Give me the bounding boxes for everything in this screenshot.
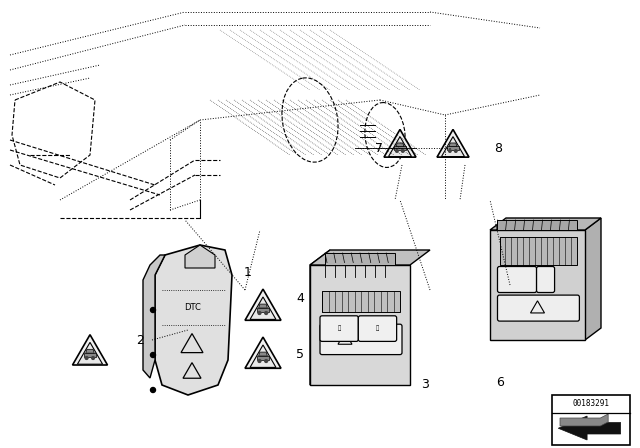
Polygon shape xyxy=(245,337,281,368)
Bar xyxy=(325,253,395,265)
Polygon shape xyxy=(490,218,601,230)
Text: 3: 3 xyxy=(421,379,429,392)
Circle shape xyxy=(258,311,261,314)
Circle shape xyxy=(396,150,398,152)
Circle shape xyxy=(449,150,451,152)
FancyBboxPatch shape xyxy=(536,267,555,293)
Circle shape xyxy=(265,360,268,362)
Polygon shape xyxy=(558,416,621,440)
Bar xyxy=(497,220,577,230)
Circle shape xyxy=(150,307,156,313)
Text: 7: 7 xyxy=(375,142,383,155)
Circle shape xyxy=(258,360,261,362)
Polygon shape xyxy=(155,245,232,395)
Polygon shape xyxy=(384,129,416,157)
Polygon shape xyxy=(185,245,215,268)
Text: 2: 2 xyxy=(136,333,144,346)
Polygon shape xyxy=(449,143,457,146)
Bar xyxy=(394,146,406,150)
Polygon shape xyxy=(388,137,412,157)
Bar xyxy=(322,291,400,312)
Text: 4: 4 xyxy=(296,292,304,305)
Polygon shape xyxy=(585,218,601,340)
Text: 🔓: 🔓 xyxy=(376,326,379,332)
Polygon shape xyxy=(259,304,268,308)
Text: 00183291: 00183291 xyxy=(573,400,609,409)
Polygon shape xyxy=(250,345,276,367)
Circle shape xyxy=(85,357,88,359)
Polygon shape xyxy=(143,255,165,378)
Bar xyxy=(310,265,410,385)
Polygon shape xyxy=(245,289,281,320)
Bar xyxy=(257,356,269,360)
Text: 🔒: 🔒 xyxy=(337,326,340,332)
Bar xyxy=(499,237,577,265)
FancyBboxPatch shape xyxy=(358,316,397,341)
Bar xyxy=(84,353,96,357)
Text: 5: 5 xyxy=(296,349,304,362)
Circle shape xyxy=(92,357,95,359)
Bar xyxy=(447,146,459,150)
Polygon shape xyxy=(86,349,94,353)
Polygon shape xyxy=(72,335,108,365)
Polygon shape xyxy=(437,129,469,157)
Circle shape xyxy=(150,388,156,392)
Circle shape xyxy=(150,353,156,358)
Polygon shape xyxy=(77,342,102,364)
Polygon shape xyxy=(442,137,465,157)
Polygon shape xyxy=(250,297,276,319)
Circle shape xyxy=(265,311,268,314)
Polygon shape xyxy=(310,250,330,385)
Text: 6: 6 xyxy=(496,375,504,388)
Bar xyxy=(257,308,269,312)
Bar xyxy=(552,395,630,445)
FancyBboxPatch shape xyxy=(497,267,536,293)
Polygon shape xyxy=(259,352,268,356)
Bar xyxy=(490,230,585,340)
Polygon shape xyxy=(310,250,430,265)
Text: 1: 1 xyxy=(244,266,252,279)
Text: DTC: DTC xyxy=(184,303,202,313)
Polygon shape xyxy=(396,143,404,146)
Polygon shape xyxy=(560,414,608,426)
FancyBboxPatch shape xyxy=(320,324,402,355)
Text: 8: 8 xyxy=(494,142,502,155)
FancyBboxPatch shape xyxy=(497,295,579,321)
Circle shape xyxy=(401,150,404,152)
FancyBboxPatch shape xyxy=(320,316,358,341)
Circle shape xyxy=(454,150,457,152)
